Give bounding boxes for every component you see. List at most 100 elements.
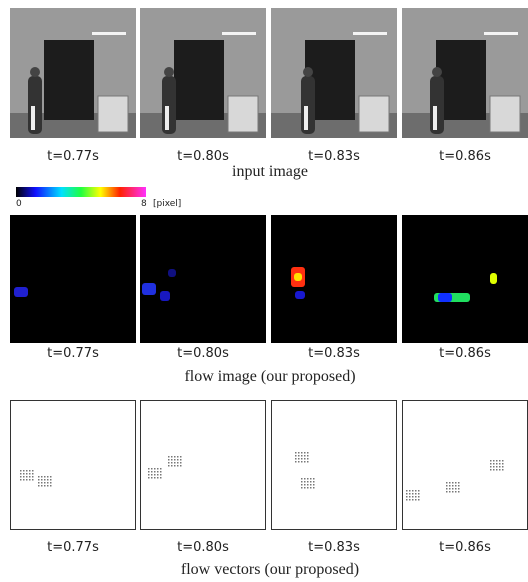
vector-dot: [41, 479, 43, 481]
shelf: [490, 96, 520, 132]
vector-dot: [301, 452, 303, 454]
vector-dot: [493, 469, 495, 471]
vector-bg: [141, 401, 266, 530]
vector-dot: [304, 484, 306, 486]
shelf: [359, 96, 389, 132]
vector-dot: [307, 484, 309, 486]
flow-bg: [10, 215, 136, 343]
vector-dot: [38, 479, 40, 481]
colorbar: [16, 187, 146, 197]
vector-dot: [20, 479, 22, 481]
vector-dot: [301, 487, 303, 489]
vector-dot: [301, 484, 303, 486]
vector-dot: [47, 476, 49, 478]
panel: [402, 215, 528, 343]
vector-dot: [496, 469, 498, 471]
leg-highlight: [165, 106, 169, 130]
lamp: [484, 32, 518, 35]
vector-dot: [499, 466, 501, 468]
vector-dot: [154, 474, 156, 476]
panel: [403, 401, 528, 530]
vector-dot: [307, 452, 309, 454]
vector-dot: [307, 478, 309, 480]
vector-dot: [412, 499, 414, 501]
vector-dot: [23, 479, 25, 481]
vector-dot: [412, 493, 414, 495]
vector-dot: [298, 461, 300, 463]
flow-blob: [490, 273, 497, 284]
vector-dot: [409, 496, 411, 498]
vector-dot: [415, 499, 417, 501]
vector-dot: [160, 477, 162, 479]
vector-dot: [180, 462, 182, 464]
vector-dot: [177, 462, 179, 464]
shelf: [228, 96, 258, 132]
vector-dot: [490, 460, 492, 462]
vector-dot: [499, 469, 501, 471]
head: [30, 67, 40, 77]
vector-dot: [415, 496, 417, 498]
panel: [140, 215, 266, 343]
lamp: [222, 32, 256, 35]
vector-dot: [449, 485, 451, 487]
time-label: t=0.83s: [308, 540, 360, 555]
vector-dot: [455, 482, 457, 484]
vector-dot: [452, 488, 454, 490]
vector-dot: [38, 485, 40, 487]
vector-dot: [23, 473, 25, 475]
colorbar-unit: [pixel]: [153, 199, 181, 209]
time-label: t=0.77s: [47, 149, 99, 164]
vector-dot: [304, 458, 306, 460]
vector-dot: [304, 461, 306, 463]
vector-dot: [455, 485, 457, 487]
vector-dot: [47, 485, 49, 487]
vector-dot: [415, 490, 417, 492]
vector-dot: [455, 488, 457, 490]
vector-dot: [29, 470, 31, 472]
vector-dot: [446, 485, 448, 487]
vector-bg: [403, 401, 528, 530]
time-label: t=0.86s: [439, 149, 491, 164]
vector-dot: [307, 458, 309, 460]
time-label: t=0.77s: [47, 346, 99, 361]
vector-dot: [295, 455, 297, 457]
vector-dot: [446, 491, 448, 493]
vector-dot: [502, 466, 504, 468]
vector-dot: [171, 459, 173, 461]
panel: [271, 215, 397, 343]
panel: [141, 401, 266, 530]
vector-dot: [499, 463, 501, 465]
vector-dot: [160, 474, 162, 476]
vector-dot: [44, 476, 46, 478]
vector-dot: [298, 452, 300, 454]
vector-dot: [148, 477, 150, 479]
vector-dot: [301, 461, 303, 463]
vector-dot: [406, 496, 408, 498]
vector-dot: [458, 488, 460, 490]
vector-dot: [171, 456, 173, 458]
vector-dot: [313, 478, 315, 480]
vector-dot: [304, 478, 306, 480]
head: [303, 67, 313, 77]
panel: [402, 8, 528, 138]
vector-dot: [490, 463, 492, 465]
vector-dot: [32, 476, 34, 478]
vector-dot: [307, 481, 309, 483]
vector-dot: [157, 468, 159, 470]
vector-dot: [180, 456, 182, 458]
vector-dot: [151, 474, 153, 476]
vector-dot: [26, 470, 28, 472]
vector-dot: [298, 455, 300, 457]
vector-dot: [168, 456, 170, 458]
vector-dot: [26, 476, 28, 478]
curtain: [174, 40, 224, 120]
vector-dot: [313, 484, 315, 486]
vector-dot: [307, 455, 309, 457]
leg-highlight: [31, 106, 35, 130]
flow-blob: [142, 283, 156, 295]
vector-dot: [310, 484, 312, 486]
curtain: [44, 40, 94, 120]
vector-dot: [458, 491, 460, 493]
vector-dot: [418, 493, 420, 495]
vector-dot: [171, 462, 173, 464]
